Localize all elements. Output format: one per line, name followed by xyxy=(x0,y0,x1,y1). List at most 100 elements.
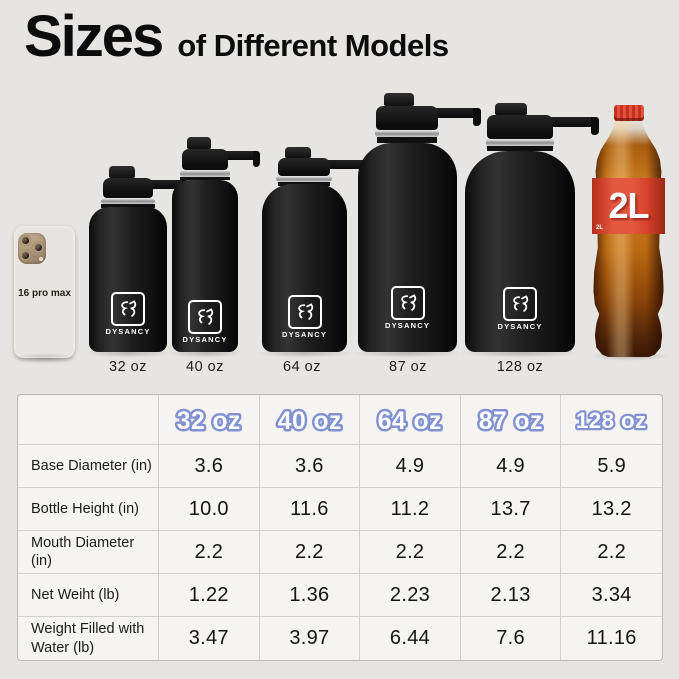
value-cell: 4.9 xyxy=(460,445,562,488)
value-cell: 1.22 xyxy=(159,574,260,617)
brand-name: DYSANCY xyxy=(281,330,328,339)
table-header-87oz: 87 oz xyxy=(460,395,562,445)
bottle-spout-knob xyxy=(187,137,211,149)
value-cell: 11.16 xyxy=(586,627,637,649)
table-header-64oz: 64 oz xyxy=(360,395,461,445)
value-cell: 2.2 xyxy=(159,531,260,574)
brand-logo-mark-icon xyxy=(198,308,214,325)
bottle-cap xyxy=(487,115,553,139)
table-header-label: 128 oz xyxy=(576,408,647,433)
row-label-net-weight: Net Weiht (lb) xyxy=(18,574,159,617)
table-header-label: 32 oz xyxy=(177,407,241,434)
bottle-shadow xyxy=(257,348,352,358)
spec-table: 32 oz 40 oz 64 oz 87 oz 128 oz Base Diam… xyxy=(17,394,663,661)
bottle-lid-handle xyxy=(127,180,189,189)
cola-volume-label: 2L xyxy=(608,185,649,226)
brand-logo-mark-icon xyxy=(121,300,137,317)
value-cell: 1.36 xyxy=(259,574,361,617)
bottle-size-label: 32 oz xyxy=(109,359,147,375)
value-cell: 2.2 xyxy=(460,531,562,574)
bottle-cap xyxy=(103,178,153,198)
bottle-shadow xyxy=(459,348,581,358)
value-cell: 13.2 xyxy=(561,488,662,531)
camera-lens-icon xyxy=(20,235,31,246)
bottle-neck xyxy=(101,204,155,208)
bottle-neck xyxy=(487,146,553,151)
row-label-mouth-diameter: Mouth Diameter (in) xyxy=(18,531,159,574)
bottle-128oz: DYSANCY xyxy=(465,103,599,352)
value-cell: 13.7 xyxy=(460,488,562,531)
table-header-32oz: 32 oz xyxy=(159,395,260,445)
brand-name: DYSANCY xyxy=(182,335,228,344)
title-subtitle: of Different Models xyxy=(177,28,449,63)
camera-lens-icon xyxy=(33,242,44,253)
brand-logo xyxy=(503,287,537,321)
value-cell: 11.2 xyxy=(360,488,461,531)
bottle-size-label: 87 oz xyxy=(389,359,427,375)
brand-name: DYSANCY xyxy=(384,321,431,330)
bottle-steel-ring xyxy=(180,170,230,177)
value-cell: 11.6 xyxy=(259,488,361,531)
bottle-neck xyxy=(180,177,230,180)
value-cell: 3.47 xyxy=(159,617,260,660)
table-header-label: 64 oz xyxy=(378,407,442,434)
row-label-base-diameter: Base Diameter (in) xyxy=(18,445,159,488)
value-cell: 10.0 xyxy=(159,488,260,531)
bottle-lid-handle xyxy=(519,117,599,127)
bottle-body: DYSANCY xyxy=(172,180,238,352)
bottle-shadow xyxy=(168,348,244,358)
bottle-cap xyxy=(182,149,228,170)
bottle-lid-hook xyxy=(473,108,481,126)
brand-logo xyxy=(390,286,425,320)
bottle-lid-hook xyxy=(253,151,260,167)
brand-logo-mark-icon xyxy=(513,295,529,312)
brand-logo xyxy=(188,300,222,334)
phone-16-pro-max: 16 pro max xyxy=(14,226,75,358)
value-cell: 5.9 xyxy=(561,445,662,488)
value-cell: 2.23 xyxy=(360,574,461,617)
cola-label-band: 2L 2L xyxy=(592,178,665,234)
value-cell: 3.6 xyxy=(259,445,361,488)
bottle-lid-handle xyxy=(304,160,370,169)
value-cell: 6.44 xyxy=(360,617,461,660)
bottle-lid-hook xyxy=(591,117,599,135)
value-cell: 3.97 xyxy=(260,617,361,660)
bottle-steel-ring xyxy=(375,130,439,137)
page-title: Sizes of Different Models xyxy=(24,8,449,66)
brand-logo-mark-icon xyxy=(400,294,416,311)
value-cell: 4.9 xyxy=(360,445,461,488)
bottle-32oz: DYSANCY xyxy=(89,166,189,352)
bottle-steel-ring xyxy=(276,176,332,182)
bottle-64oz: DYSANCY xyxy=(262,147,370,352)
camera-flash-icon xyxy=(39,257,43,261)
value-cell: 2.2 xyxy=(259,531,361,574)
row-label-bottle-height: Bottle Height (in) xyxy=(18,488,159,531)
bottle-body: DYSANCY xyxy=(262,184,347,352)
phone-camera-module xyxy=(18,233,46,264)
cola-bottle-2l: 2L 2L xyxy=(592,105,665,357)
bottle-steel-ring xyxy=(486,139,554,146)
value-cell: 3.6 xyxy=(159,445,260,488)
value-cell: 2.2 xyxy=(360,531,461,574)
bottle-body: DYSANCY xyxy=(465,151,575,352)
table-header-label: 87 oz xyxy=(479,407,543,434)
phone-label: 16 pro max xyxy=(18,288,71,299)
table-corner-cell xyxy=(18,395,159,445)
bottle-neck xyxy=(377,137,437,143)
table-header-40oz: 40 oz xyxy=(259,395,361,445)
brand-logo-mark-icon xyxy=(297,303,313,320)
bottle-cap xyxy=(376,106,438,130)
cola-volume-small-label: 2L xyxy=(596,225,604,231)
bottle-size-label: 128 oz xyxy=(496,359,544,375)
bottle-shadow xyxy=(352,348,462,358)
brand-logo xyxy=(111,292,145,326)
bottle-spout-knob xyxy=(285,147,311,158)
title-main: Sizes xyxy=(24,4,164,69)
table-header-128oz: 128 oz xyxy=(561,395,662,445)
bottle-size-label: 64 oz xyxy=(283,359,321,375)
bottle-spout-knob xyxy=(109,166,135,178)
bottle-lid-handle xyxy=(406,108,480,118)
bottle-40oz: DYSANCY xyxy=(172,137,260,352)
camera-lens-icon xyxy=(20,250,31,261)
